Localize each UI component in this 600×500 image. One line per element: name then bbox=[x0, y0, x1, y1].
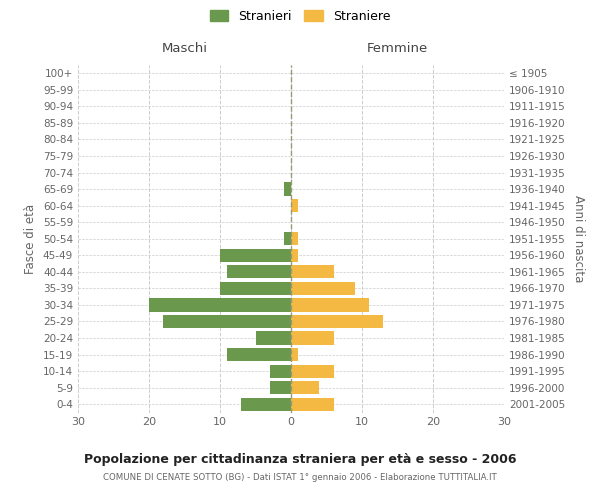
Bar bbox=[291, 199, 298, 212]
Bar bbox=[291, 315, 383, 328]
Bar bbox=[291, 265, 334, 278]
Bar bbox=[291, 232, 298, 245]
Bar bbox=[241, 398, 291, 411]
Legend: Stranieri, Straniere: Stranieri, Straniere bbox=[206, 6, 394, 26]
Bar bbox=[291, 332, 334, 344]
Bar bbox=[220, 282, 291, 295]
Text: Popolazione per cittadinanza straniera per età e sesso - 2006: Popolazione per cittadinanza straniera p… bbox=[84, 452, 516, 466]
Bar bbox=[149, 298, 291, 312]
Bar bbox=[291, 348, 298, 361]
Bar bbox=[291, 248, 298, 262]
Bar bbox=[220, 248, 291, 262]
Bar bbox=[291, 298, 369, 312]
Y-axis label: Fasce di età: Fasce di età bbox=[25, 204, 37, 274]
Y-axis label: Anni di nascita: Anni di nascita bbox=[572, 195, 585, 282]
Text: COMUNE DI CENATE SOTTO (BG) - Dati ISTAT 1° gennaio 2006 - Elaborazione TUTTITAL: COMUNE DI CENATE SOTTO (BG) - Dati ISTAT… bbox=[103, 472, 497, 482]
Bar bbox=[270, 364, 291, 378]
Bar bbox=[284, 232, 291, 245]
Text: Maschi: Maschi bbox=[161, 42, 208, 54]
Bar bbox=[270, 381, 291, 394]
Bar bbox=[284, 182, 291, 196]
Text: Femmine: Femmine bbox=[367, 42, 428, 54]
Bar bbox=[291, 364, 334, 378]
Bar bbox=[227, 265, 291, 278]
Bar bbox=[291, 282, 355, 295]
Bar bbox=[291, 398, 334, 411]
Bar bbox=[256, 332, 291, 344]
Bar bbox=[291, 381, 319, 394]
Bar bbox=[227, 348, 291, 361]
Bar bbox=[163, 315, 291, 328]
